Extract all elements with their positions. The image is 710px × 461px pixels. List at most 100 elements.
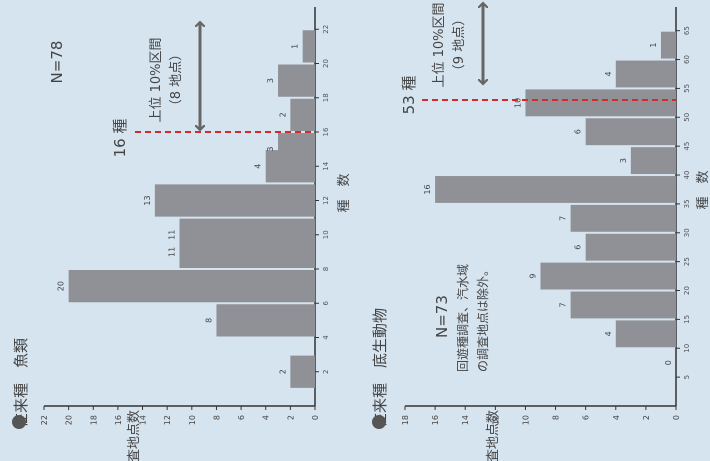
histogram-bar: [290, 98, 315, 132]
category-axis-tick-label: 22: [322, 25, 330, 34]
value-axis-tick-label: 2: [642, 415, 651, 420]
category-axis-tick-label: 6: [322, 300, 330, 305]
histogram-bar: [585, 233, 676, 261]
value-axis-tick-label: 12: [491, 415, 500, 425]
chart1-marks: 0246810121416182022246810121416182022282…: [40, 7, 330, 425]
category-axis-tick-label: 20: [322, 59, 330, 68]
value-axis-tick-label: 14: [461, 415, 470, 425]
bar-value-label: 4: [604, 71, 613, 76]
category-axis-tick-label: 12: [322, 196, 330, 205]
chart2-marks: 0246810121416185101520253035404550556065…: [401, 3, 691, 425]
histogram-bar: [525, 89, 676, 117]
category-axis-tick-label: 5: [683, 375, 691, 379]
value-axis-tick-label: 14: [139, 415, 148, 425]
bar-value-label: 13: [143, 195, 152, 205]
histogram-bar: [154, 184, 315, 217]
bar-value-label: 3: [266, 78, 275, 83]
benthic-chart: 在来種 底生動物 N=73 回遊種調査、汽水域 の調査地点は除外。 53 種 上…: [371, 2, 710, 461]
category-axis-tick-label: 14: [322, 161, 330, 170]
category-axis-tick-label: 50: [683, 113, 691, 122]
fish-chart: 在来種 魚類 N=78 16 種 上位 10%区間 （8 地点） 種 数 調査地…: [12, 7, 352, 461]
value-axis-tick-label: 18: [89, 415, 98, 425]
category-axis-tick-label: 35: [683, 199, 691, 208]
category-axis-tick-label: 2: [322, 370, 330, 374]
histogram-bar: [585, 118, 676, 146]
value-axis-tick-label: 6: [582, 415, 591, 420]
chart1-title: 在来種 魚類: [12, 338, 30, 428]
histogram-bar: [570, 204, 676, 232]
value-axis-tick-label: 12: [163, 415, 172, 425]
histogram-bar: [540, 262, 676, 290]
histogram-bar: [660, 31, 676, 59]
category-axis-tick-label: 18: [322, 93, 330, 102]
bar-value-label: 3: [266, 147, 275, 152]
category-axis-tick-label: 10: [322, 230, 330, 239]
category-axis-tick-label: 20: [683, 286, 691, 295]
category-axis-tick-label: 40: [683, 171, 691, 180]
bar-value-label: 4: [604, 331, 613, 336]
chart1-threshold-label: 16 種: [111, 119, 129, 158]
bar-value-label: 9: [529, 274, 538, 279]
chart2-threshold-label: 53 種: [400, 76, 418, 115]
value-axis-tick-label: 4: [612, 415, 621, 420]
value-axis-tick-label: 2: [286, 415, 295, 420]
bar-value-label: 10: [513, 98, 522, 108]
chart2-interval-label-2: （9 地点）: [452, 13, 467, 77]
chart2-bullet-icon: [372, 415, 386, 429]
category-axis-tick-label: 45: [683, 142, 691, 151]
value-axis-tick-label: 22: [40, 415, 49, 425]
value-axis-tick-label: 0: [672, 415, 681, 420]
histogram-bar: [179, 218, 315, 251]
chart2-n-label: N=73: [433, 295, 451, 338]
value-axis-tick-label: 10: [188, 415, 197, 425]
histogram-bar: [615, 60, 676, 88]
bar-value-label: 16: [423, 184, 432, 194]
bar-value-label: 7: [559, 302, 568, 307]
chart2-note-2: の調査地点は除外。: [475, 264, 490, 372]
chart2-interval-label-1: 上位 10%区間: [432, 2, 447, 87]
chart1-x-axis-label: 種 数: [336, 173, 352, 212]
chart1-n-label: N=78: [48, 41, 66, 84]
value-axis-tick-label: 20: [65, 415, 74, 425]
bar-value-label: 4: [254, 164, 263, 169]
chart2-title: 在来種 底生動物: [371, 308, 389, 428]
value-axis-tick-label: 16: [431, 415, 440, 425]
category-axis-tick-label: 60: [683, 55, 691, 64]
bar-value-label: 2: [278, 369, 287, 374]
bar-value-label: 2: [278, 112, 287, 117]
value-axis-tick-label: 6: [237, 415, 246, 420]
category-axis-tick-label: 16: [322, 127, 330, 136]
category-axis-tick-label: 30: [683, 228, 691, 237]
histogram-bar: [302, 30, 315, 63]
chart2-x-axis-label: 種 数: [695, 170, 710, 209]
bar-value-label: 6: [574, 245, 583, 250]
chart1-bullet-icon: [12, 415, 26, 429]
category-axis-tick-label: 8: [322, 267, 330, 271]
category-axis-tick-label: 65: [683, 26, 691, 35]
bar-value-label: 20: [57, 281, 66, 291]
bar-value-label: 1: [291, 44, 300, 49]
bar-value-label: 3: [619, 158, 628, 163]
bar-value-label: 11: [168, 247, 177, 257]
histogram-bar: [570, 291, 676, 319]
histogram-bar: [630, 147, 676, 175]
chart2-y-axis-label: 調査地点数: [486, 410, 501, 461]
value-axis-tick-label: 8: [212, 415, 221, 420]
histogram-bar: [615, 320, 676, 348]
category-axis-tick-label: 10: [683, 344, 691, 353]
histogram-bar: [216, 304, 315, 337]
chart2-note-1: 回遊種調査、汽水域: [455, 264, 470, 372]
histogram-bar: [278, 133, 315, 166]
bar-value-label: 7: [559, 216, 568, 221]
value-axis-tick-label: 0: [311, 415, 320, 420]
histogram-bar: [278, 64, 315, 97]
category-axis-tick-label: 55: [683, 84, 691, 93]
histogram-bar: [435, 176, 676, 203]
bar-value-label: 11: [168, 230, 177, 240]
value-axis-tick-label: 18: [401, 415, 410, 425]
bar-value-label: 1: [649, 43, 658, 48]
bar-value-label: 8: [204, 318, 213, 323]
category-axis-tick-label: 25: [683, 257, 691, 266]
category-axis-tick-label: 4: [322, 335, 330, 340]
